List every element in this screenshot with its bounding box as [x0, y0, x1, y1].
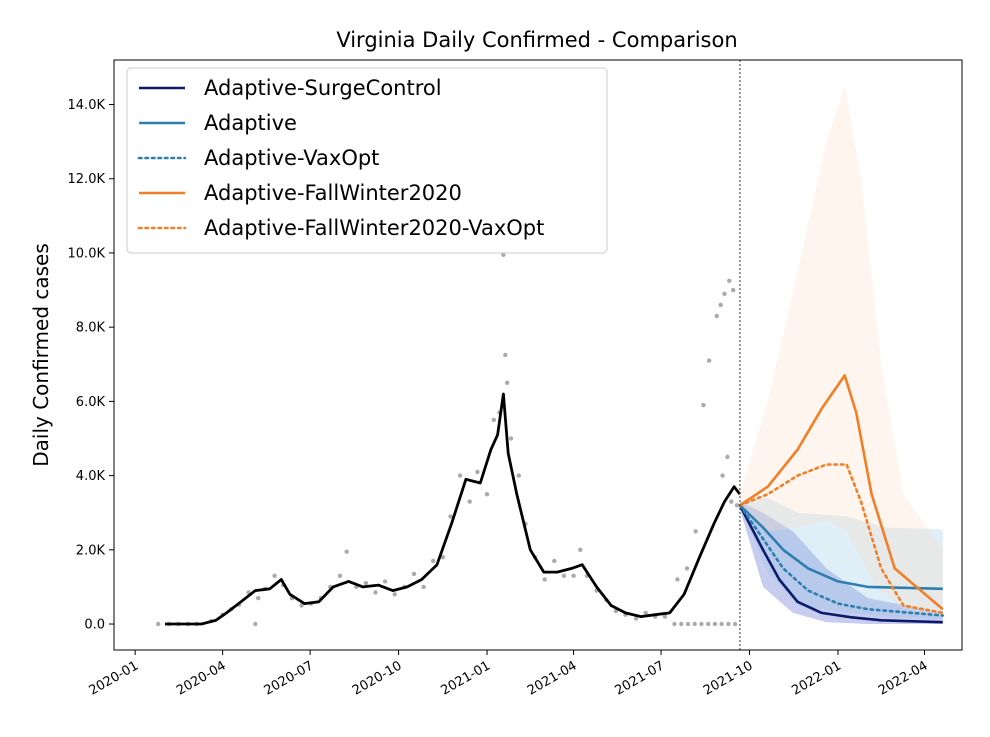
scatter-point: [467, 499, 472, 504]
scatter-point: [299, 603, 304, 608]
scatter-point: [448, 514, 453, 519]
scatter-point: [718, 302, 723, 308]
plot-frame: [113, 59, 963, 651]
scatter-point: [344, 549, 349, 554]
y-tick-label: 12.0K: [68, 172, 106, 187]
scatter-point: [662, 614, 668, 619]
scatter-point: [516, 473, 521, 478]
scatter-point: [712, 621, 718, 627]
scatter-point: [675, 577, 680, 582]
scatter-point: [578, 547, 583, 552]
y-tick-label: 10.0K: [68, 246, 106, 261]
scatter-point: [693, 529, 698, 534]
legend-label: Adaptive: [204, 111, 297, 135]
scatter-point: [253, 621, 258, 627]
scatter-point: [475, 469, 480, 475]
x-tick-label: 2021-01: [438, 658, 493, 698]
scatter-point: [692, 621, 697, 627]
y-tick-label: 0.0: [84, 618, 105, 633]
x-tick-label: 2020-04: [174, 658, 229, 698]
scatter-point: [701, 402, 706, 408]
scatter-point: [363, 581, 369, 586]
series-lines: [165, 60, 945, 650]
scatter-point: [633, 616, 639, 621]
scatter-point: [561, 573, 567, 578]
scatter-point: [440, 555, 445, 560]
scatter-point: [337, 573, 343, 578]
scatter-point: [373, 590, 378, 595]
y-tick-label: 4.0K: [76, 469, 106, 484]
scatter-point: [457, 473, 463, 478]
x-tick-label: 2021-07: [613, 658, 668, 698]
scatter-point: [722, 291, 727, 296]
scatter-point: [411, 571, 417, 577]
y-tick-label: 14.0K: [68, 98, 106, 113]
scatter-point: [714, 313, 719, 319]
scatter-point: [731, 287, 736, 293]
scatter-point: [491, 417, 496, 423]
scatter-point: [552, 558, 557, 564]
observed-line: [165, 392, 742, 626]
scatter-point: [732, 621, 738, 627]
scatter-point: [382, 579, 388, 584]
series-line-3: [739, 374, 944, 611]
scatter-point: [431, 558, 436, 564]
scatter-point: [726, 621, 731, 627]
scatter-point: [699, 621, 704, 627]
series-line-0: [738, 504, 943, 624]
x-tick-label: 2020-07: [262, 658, 317, 698]
scatter-point: [719, 621, 724, 627]
scatter-point: [503, 352, 508, 358]
legend-label: Adaptive-SurgeControl: [204, 76, 442, 100]
series-line-1: [738, 504, 943, 591]
scatter-point: [734, 503, 740, 508]
scatter-point: [501, 252, 506, 257]
scatter-point: [156, 621, 161, 627]
x-tick-label: 2022-04: [876, 658, 931, 698]
legend-label: Adaptive-FallWinter2020: [204, 181, 462, 205]
scatter-point: [272, 573, 277, 578]
legend-box: [126, 67, 608, 254]
scatter-point: [679, 621, 684, 627]
scatter-point: [508, 436, 514, 441]
y-axis-label: Daily Confirmed cases: [29, 243, 53, 467]
scatter-point: [727, 278, 732, 283]
x-tick-label: 2021-10: [701, 658, 756, 698]
scatter-point: [720, 473, 725, 478]
scatter-point: [672, 621, 677, 627]
scatter-point: [484, 492, 490, 497]
scatter-point: [505, 380, 510, 385]
scatter-point: [725, 454, 730, 460]
scatter-point: [643, 610, 648, 616]
scatter-point: [685, 621, 691, 627]
scatter-point: [256, 595, 261, 601]
scatter-point: [706, 621, 711, 627]
confidence-bands: [739, 86, 943, 624]
y-tick-label: 2.0K: [76, 543, 106, 558]
scatter-point: [706, 358, 712, 363]
legend-label: Adaptive-FallWinter2020-VaxOpt: [204, 216, 544, 240]
x-tick-label: 2020-10: [350, 658, 405, 698]
x-tick-label: 2021-04: [525, 658, 580, 698]
scatter-point: [571, 573, 576, 578]
scatter-point: [421, 584, 426, 590]
series-line-4: [738, 463, 945, 615]
scatter-point: [542, 577, 547, 582]
x-tick-label: 2020-01: [87, 658, 142, 698]
scatter-point: [392, 592, 397, 597]
scatter-point: [684, 566, 690, 571]
series-line-2: [738, 504, 945, 617]
chart-title: Virginia Daily Confirmed - Comparison: [336, 28, 737, 52]
x-tick-label: 2022-01: [789, 658, 844, 698]
y-tick-label: 8.0K: [76, 321, 106, 336]
scatter-point: [729, 499, 734, 504]
observed-scatter: [156, 252, 740, 627]
legend-label: Adaptive-VaxOpt: [204, 146, 379, 170]
y-tick-label: 6.0K: [76, 395, 106, 410]
band-3: [739, 86, 943, 617]
legend: Adaptive-SurgeControl Adaptive Adaptive-Va…: [126, 67, 608, 254]
